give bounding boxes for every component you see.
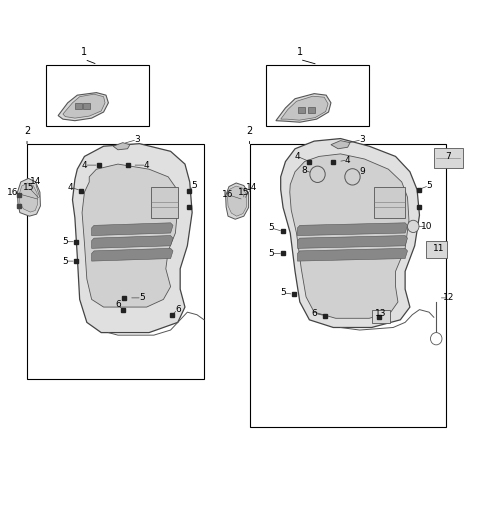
Polygon shape: [298, 236, 408, 248]
Polygon shape: [290, 154, 409, 318]
Text: 6: 6: [115, 300, 121, 309]
Text: 4: 4: [82, 161, 87, 169]
Text: 5: 5: [426, 181, 432, 190]
Text: 9: 9: [359, 167, 365, 176]
Text: 5: 5: [139, 293, 145, 303]
Text: 16: 16: [222, 190, 234, 199]
Text: 4: 4: [295, 152, 300, 161]
Polygon shape: [82, 164, 178, 307]
Text: 5: 5: [62, 257, 68, 266]
Text: 14: 14: [29, 178, 41, 186]
Text: 5: 5: [192, 181, 197, 190]
Polygon shape: [331, 141, 350, 149]
Text: 4: 4: [345, 156, 350, 164]
Polygon shape: [281, 139, 420, 328]
Polygon shape: [226, 183, 249, 219]
Text: 5: 5: [268, 223, 274, 232]
Polygon shape: [298, 223, 408, 236]
Text: 3: 3: [134, 135, 140, 144]
Bar: [250, 144, 446, 427]
Polygon shape: [17, 178, 40, 216]
Polygon shape: [276, 94, 331, 122]
Text: 7: 7: [445, 152, 451, 161]
Circle shape: [408, 220, 419, 232]
Text: 12: 12: [443, 293, 454, 303]
Text: 8: 8: [302, 166, 308, 175]
Text: 4: 4: [67, 183, 73, 191]
Text: 15: 15: [23, 183, 34, 191]
Text: 3: 3: [359, 135, 365, 144]
Text: 4: 4: [144, 161, 149, 169]
Bar: [434, 148, 463, 167]
Polygon shape: [113, 143, 130, 150]
Text: 14: 14: [246, 183, 258, 191]
Text: 2: 2: [24, 126, 30, 136]
Bar: [46, 65, 149, 126]
Text: 15: 15: [238, 188, 250, 197]
Text: 10: 10: [421, 222, 432, 231]
Text: 1: 1: [82, 47, 87, 57]
Text: 6: 6: [175, 305, 180, 314]
Text: 5: 5: [62, 237, 68, 246]
Circle shape: [345, 168, 360, 185]
Polygon shape: [63, 94, 105, 118]
Text: 13: 13: [375, 309, 387, 317]
Polygon shape: [72, 144, 192, 333]
Circle shape: [431, 333, 442, 345]
Circle shape: [310, 166, 325, 182]
Bar: [372, 310, 390, 324]
Polygon shape: [19, 183, 37, 212]
Text: 16: 16: [7, 188, 18, 197]
Polygon shape: [152, 187, 178, 218]
Polygon shape: [58, 93, 108, 121]
Text: 11: 11: [433, 244, 444, 253]
Polygon shape: [298, 248, 408, 261]
Polygon shape: [92, 223, 173, 236]
Bar: [299, 107, 305, 113]
Polygon shape: [374, 187, 405, 218]
Text: 5: 5: [268, 249, 274, 258]
Bar: [426, 241, 447, 258]
Bar: [27, 144, 204, 378]
Text: 5: 5: [280, 288, 286, 297]
Text: 2: 2: [246, 126, 252, 136]
Polygon shape: [92, 248, 173, 261]
Text: 6: 6: [312, 309, 317, 317]
Polygon shape: [92, 236, 173, 248]
Bar: [75, 103, 82, 109]
Bar: [84, 103, 90, 109]
Bar: [308, 107, 315, 113]
Polygon shape: [281, 96, 328, 120]
Bar: [266, 65, 369, 126]
Text: 1: 1: [297, 47, 303, 57]
Polygon shape: [228, 186, 247, 216]
